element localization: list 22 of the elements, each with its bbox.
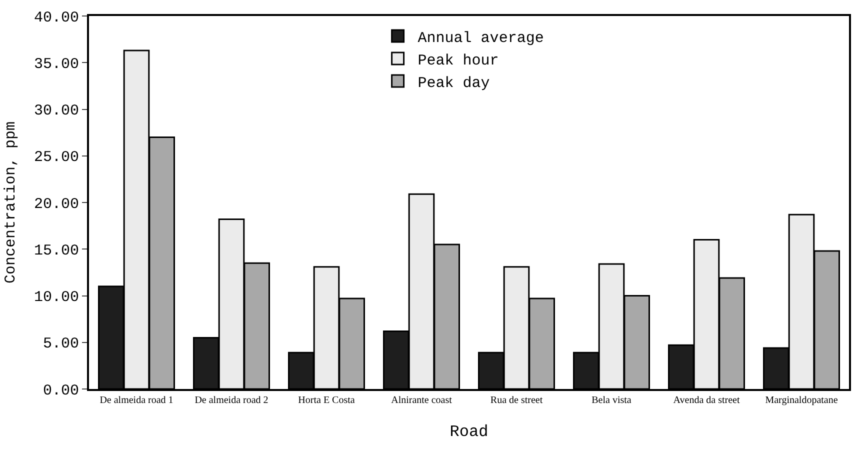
x-tick-label: De almeida road 2 xyxy=(194,395,268,406)
legend-label: Peak hour xyxy=(418,52,499,70)
y-tick-label: 0.00 xyxy=(42,382,79,400)
x-tick-label: Alnirante coast xyxy=(391,395,452,406)
y-tick-label: 40.00 xyxy=(34,9,79,26)
x-tick-label: Horta E Costa xyxy=(298,395,356,406)
x-tick-label: Rua de street xyxy=(490,395,543,406)
y-tick-label: 20.00 xyxy=(34,196,79,213)
y-tick-label: 15.00 xyxy=(34,242,79,260)
y-tick-label: 10.00 xyxy=(34,289,79,306)
y-tick-label: 25.00 xyxy=(34,149,79,166)
y-axis-title: Concentration, ppm xyxy=(2,121,20,284)
x-tick-label: De almeida road 1 xyxy=(100,395,174,406)
x-tick-label: Marginaldopatane xyxy=(765,395,838,406)
legend-label: Peak day xyxy=(418,74,490,92)
x-tick-label: Bela vista xyxy=(592,395,632,406)
y-tick-label: 35.00 xyxy=(34,56,79,73)
legend-label: Annual average xyxy=(418,30,544,47)
x-axis-title: Road xyxy=(450,423,488,442)
x-tick-label: Avenda da street xyxy=(673,395,740,406)
y-tick-label: 5.00 xyxy=(42,336,79,353)
y-tick-label: 30.00 xyxy=(34,102,79,120)
